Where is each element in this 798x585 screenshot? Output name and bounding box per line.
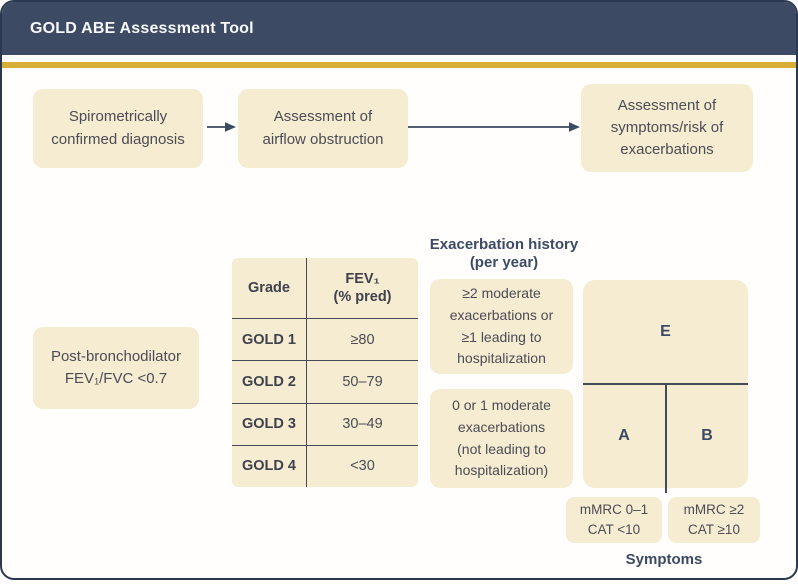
exacerbation-high-risk-box: ≥2 moderate exacerbations or ≥1 leading … xyxy=(430,279,573,374)
table-row: GOLD 4 <30 xyxy=(232,444,418,487)
exacerbation-low-risk-box: 0 or 1 moderate exacerbations (not leadi… xyxy=(430,389,573,488)
grade-cell: GOLD 4 xyxy=(232,445,307,487)
flow-step-diagnosis: Spirometrically confirmed diagnosis xyxy=(33,89,203,168)
exacerbation-history-heading: Exacerbation history (per year) xyxy=(429,236,579,271)
table-header-row: Grade FEV₁ (% pred) xyxy=(232,258,418,318)
grade-cell: GOLD 3 xyxy=(232,403,307,445)
page-title: GOLD ABE Assessment Tool xyxy=(30,19,254,37)
symptoms-axis-label: Symptoms xyxy=(625,551,703,568)
group-e-cell: E xyxy=(660,322,671,340)
post-bronchodilator-criterion: Post-bronchodilator FEV₁/FVC <0.7 xyxy=(33,327,199,409)
gold-accent-divider xyxy=(2,62,796,68)
fev1-cell: <30 xyxy=(350,458,375,475)
title-bar: GOLD ABE Assessment Tool xyxy=(2,2,796,55)
grade-cell: GOLD 1 xyxy=(232,319,307,361)
table-row: GOLD 2 50–79 xyxy=(232,360,418,403)
fev1-column-header: FEV₁ (% pred) xyxy=(333,270,392,305)
gold-grade-table: Grade FEV₁ (% pred) GOLD 1 ≥80 GOLD 2 50… xyxy=(232,258,418,487)
group-b-cell: B xyxy=(701,427,713,444)
abe-grid-vertical-divider xyxy=(665,383,667,493)
flow-step-symptoms-risk: Assessment of symptoms/risk of exacerbat… xyxy=(581,84,753,172)
fev1-cell: ≥80 xyxy=(350,331,375,348)
table-row: GOLD 3 30–49 xyxy=(232,402,418,445)
group-a-cell: A xyxy=(618,427,630,444)
symptoms-low-box: mMRC 0–1 CAT <10 xyxy=(566,497,662,543)
grade-column-header: Grade xyxy=(232,258,307,318)
symptoms-high-box: mMRC ≥2 CAT ≥10 xyxy=(668,497,760,543)
fev1-cell: 30–49 xyxy=(342,416,383,433)
flow-step-airflow-obstruction: Assessment of airflow obstruction xyxy=(238,89,408,168)
fev1-cell: 50–79 xyxy=(342,373,383,390)
grade-cell: GOLD 2 xyxy=(232,361,307,403)
table-row: GOLD 1 ≥80 xyxy=(232,318,418,361)
